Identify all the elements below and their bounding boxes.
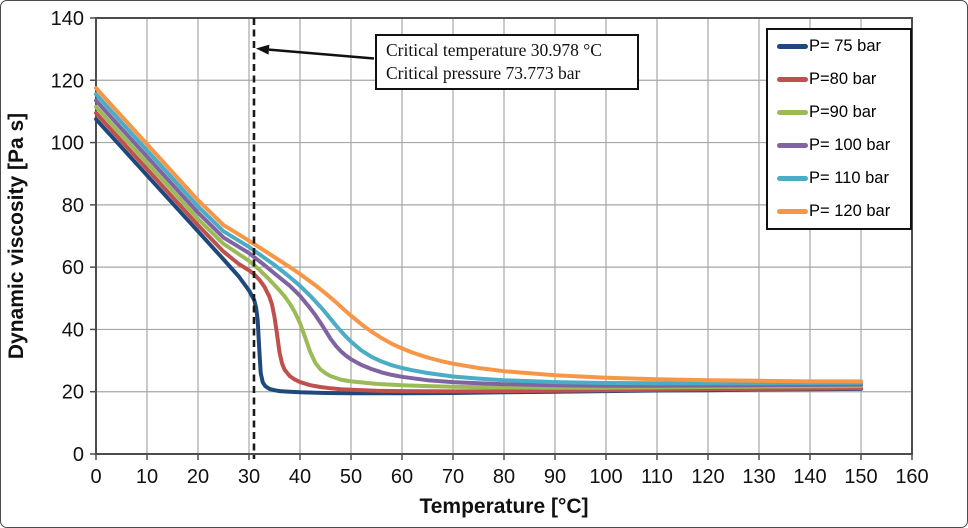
x-tick-label: 110	[641, 466, 673, 488]
annotation-critical-pressure: Critical pressure 73.773 bar	[386, 63, 581, 84]
legend-swatch	[777, 76, 808, 83]
y-tick-label: 120	[51, 70, 84, 92]
legend-swatch	[777, 142, 808, 149]
annotation-critical-temperature: Critical temperature 30.978 °C	[386, 40, 602, 60]
x-tick-label: 160	[895, 466, 928, 488]
legend-label: P=90 bar	[809, 103, 877, 121]
x-tick-label: 140	[793, 466, 826, 488]
y-tick-label: 140	[51, 8, 84, 30]
legend-swatch	[777, 109, 808, 116]
legend-label: P= 100 bar	[809, 136, 891, 154]
legend-label: P=80 bar	[809, 70, 877, 88]
y-tick-label: 20	[62, 382, 84, 404]
y-tick-label: 40	[62, 319, 84, 341]
x-tick-label: 30	[238, 466, 260, 488]
legend-label: P= 120 bar	[809, 202, 891, 220]
x-tick-label: 60	[391, 466, 413, 488]
legend-box: P= 75 bar P=80 bar P=90 bar P= 100 bar P= 11…	[766, 28, 912, 230]
legend-item-80-bar: P=80 bar	[777, 70, 910, 89]
curve-75-bar	[94, 117, 863, 396]
x-tick-label: 20	[187, 466, 209, 488]
annotation-arrow-line	[268, 48, 375, 60]
curve-120-bar	[94, 86, 863, 384]
legend-swatch	[777, 175, 808, 182]
legend-item-90-bar: P=90 bar	[777, 103, 910, 122]
x-tick-label: 70	[442, 466, 464, 488]
legend-item-75-bar: P= 75 bar	[777, 37, 910, 56]
y-tick-label: 60	[62, 257, 84, 279]
x-tick-label: 90	[544, 466, 566, 488]
curve-80-bar	[94, 111, 863, 394]
x-tick-label: 50	[340, 466, 362, 488]
curve-90-bar	[94, 104, 863, 390]
y-tick-label: 80	[62, 195, 84, 217]
x-tick-label: 40	[289, 466, 311, 488]
x-tick-label: 120	[691, 466, 724, 488]
legend-swatch	[777, 43, 808, 50]
x-tick-label: 80	[493, 466, 515, 488]
x-axis-title: Temperature [°C]	[419, 495, 588, 518]
legend-item-120-bar: P= 120 bar	[777, 202, 910, 221]
annotation-box: Critical temperature 30.978 °C Critical …	[375, 34, 639, 91]
y-axis-title: Dynamic viscosity [Pa s]	[5, 113, 28, 359]
y-tick-label: 0	[73, 444, 84, 466]
legend-label: P= 75 bar	[809, 37, 882, 55]
curve-110-bar	[94, 92, 863, 386]
y-tick-label: 100	[51, 133, 84, 155]
legend-item-100-bar: P= 100 bar	[777, 136, 910, 155]
legend-label: P= 110 bar	[809, 169, 889, 187]
legend-item-110-bar: P= 110 bar	[777, 169, 910, 188]
x-tick-label: 150	[844, 466, 877, 488]
x-tick-label: 10	[136, 466, 158, 488]
curve-100-bar	[94, 98, 863, 388]
x-tick-label: 130	[742, 466, 775, 488]
annotation-arrowhead	[256, 44, 270, 55]
x-tick-label: 100	[589, 466, 622, 488]
legend-swatch	[777, 208, 808, 215]
x-tick-label: 0	[90, 466, 101, 488]
